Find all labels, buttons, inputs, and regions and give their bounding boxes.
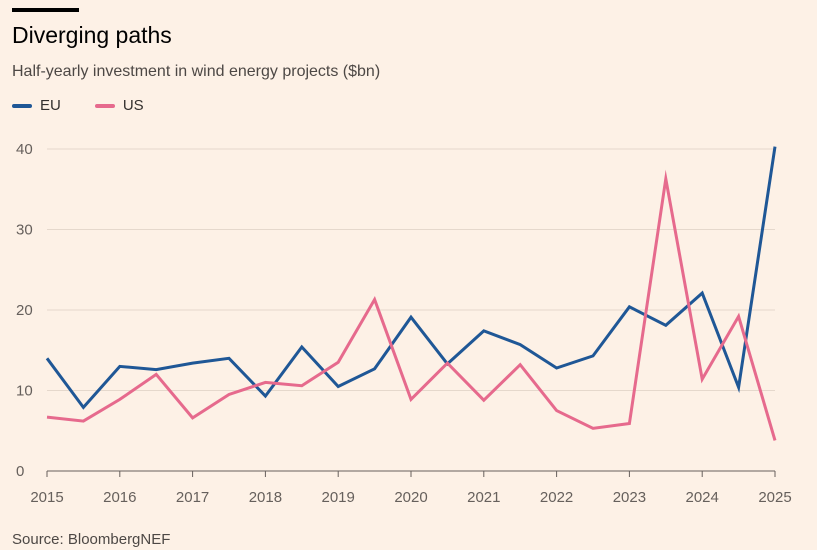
x-tick-label-2022: 2022: [540, 489, 573, 506]
series-line-eu: [45, 146, 777, 410]
legend-item-eu: EU: [12, 97, 61, 114]
x-tick-label-2024: 2024: [686, 489, 719, 506]
legend-swatch-us: [94, 103, 115, 108]
title-accent-bar: [12, 8, 79, 12]
x-tick-label-2017: 2017: [176, 489, 209, 506]
legend-label-eu: EU: [40, 97, 61, 114]
x-tick-label-2019: 2019: [322, 489, 355, 506]
x-tick-label-2018: 2018: [249, 489, 282, 506]
y-tick-label-40: 40: [16, 141, 33, 158]
chart-subtitle: Half-yearly investment in wind energy pr…: [12, 63, 381, 80]
x-tick-label-2020: 2020: [394, 489, 427, 506]
chart-legend: EU US: [12, 97, 178, 114]
legend-item-us: US: [94, 97, 144, 114]
source-note: Source: BloombergNEF: [12, 531, 171, 548]
y-tick-label-30: 30: [16, 222, 33, 239]
y-tick-label-20: 20: [16, 302, 33, 319]
x-tick-label-2021: 2021: [467, 489, 500, 506]
x-tick-label-2025: 2025: [758, 489, 791, 506]
x-tick-label-2015: 2015: [30, 489, 63, 506]
legend-swatch-eu: [12, 103, 32, 108]
y-tick-label-10: 10: [16, 383, 33, 400]
legend-label-us: US: [122, 97, 144, 114]
y-tick-label-0: 0: [16, 463, 24, 480]
x-tick-label-2016: 2016: [103, 489, 136, 506]
x-tick-label-2023: 2023: [613, 489, 646, 506]
series-line-us: [46, 169, 777, 441]
chart-title: Diverging paths: [12, 22, 172, 48]
